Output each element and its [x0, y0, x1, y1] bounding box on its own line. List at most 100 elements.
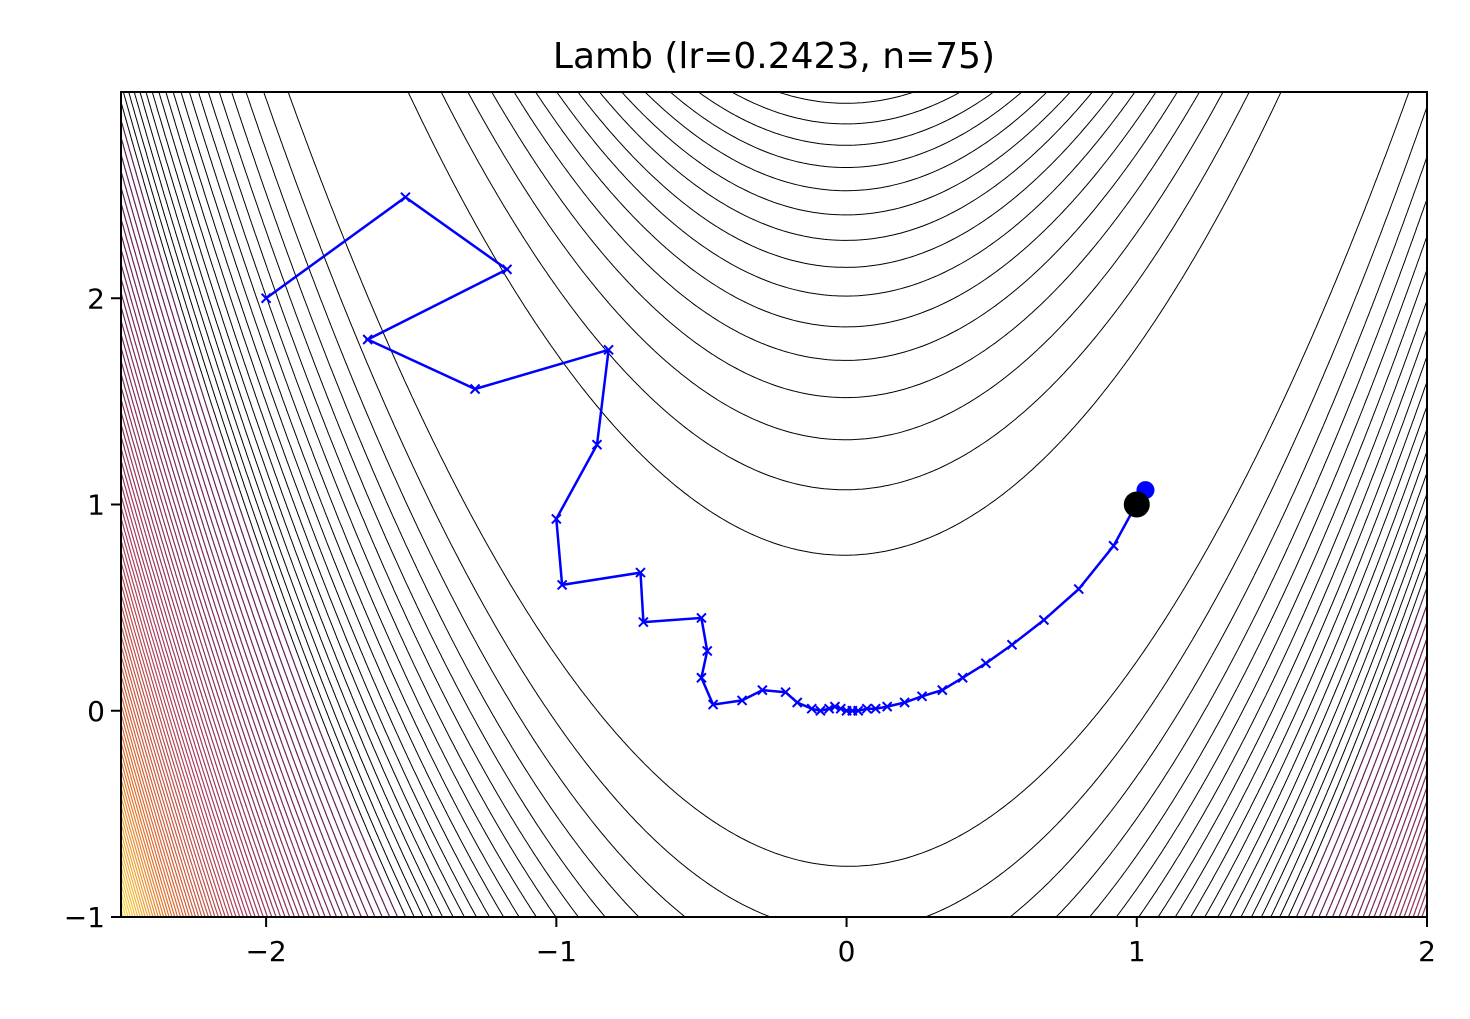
- contour-line: [207, 92, 1427, 917]
- contour-line: [121, 154, 1427, 917]
- trajectory-marker: [823, 703, 835, 714]
- trajectory-marker: [780, 686, 791, 698]
- contour-line: [121, 360, 1427, 917]
- contour-line: [121, 583, 223, 917]
- contour-line: [121, 814, 151, 917]
- trajectory-marker: [362, 334, 373, 345]
- contour-line: [121, 624, 209, 917]
- contour-line: [121, 760, 167, 917]
- trajectory-line: [265, 195, 1135, 713]
- trajectory-marker: [260, 293, 272, 304]
- contour-line: [121, 517, 245, 917]
- contour-line: [121, 645, 203, 917]
- trajectory-marker: [980, 658, 992, 669]
- contour-line: [121, 320, 1427, 917]
- trajectory-marker: [937, 684, 948, 696]
- contour-line: [121, 614, 213, 917]
- trajectory-marker: [835, 703, 846, 714]
- trajectory-marker: [899, 697, 910, 708]
- contour-line: [133, 92, 1427, 917]
- contour-line: [121, 263, 1427, 917]
- contour-line: [188, 92, 1427, 917]
- y-tick-label: 0: [87, 695, 105, 728]
- trajectory-marker: [829, 701, 841, 712]
- trajectory-marker: [638, 616, 649, 628]
- contour-line: [121, 561, 230, 917]
- contour-line: [121, 333, 1427, 917]
- contour-line: [121, 741, 173, 917]
- contour-line: [263, 92, 1427, 917]
- contour-line: [121, 723, 179, 917]
- contour-line: [121, 604, 216, 917]
- trajectory-marker: [556, 579, 568, 591]
- trajectory-marker: [957, 672, 968, 683]
- contour-line: [121, 823, 149, 917]
- contour-line: [121, 694, 188, 917]
- contour-line: [121, 347, 1427, 917]
- contour-line: [121, 539, 237, 917]
- contour-line: [121, 278, 1427, 917]
- contour-line: [121, 483, 256, 917]
- contour-line: [121, 494, 252, 917]
- contour-line: [121, 411, 1427, 917]
- trajectory-marker: [806, 703, 817, 714]
- y-tick-label: 1: [87, 489, 105, 522]
- contour-line: [121, 796, 157, 917]
- optimum-point: [1123, 491, 1150, 518]
- y-axis: −1 0 1 2: [64, 282, 121, 934]
- contour-line: [121, 858, 139, 917]
- contour-line: [121, 840, 144, 917]
- contour-line: [121, 119, 1427, 917]
- contour-line: [145, 92, 1427, 917]
- contour-line: [121, 787, 159, 917]
- contour-line: [121, 778, 162, 917]
- contour-line: [180, 92, 1427, 917]
- contour-line: [128, 92, 1427, 917]
- contour-line: [121, 448, 1427, 917]
- contour-line: [121, 900, 127, 917]
- points-layer: [1123, 481, 1155, 518]
- contour-line: [121, 593, 219, 917]
- contour-line: [121, 506, 248, 917]
- contour-line: [121, 674, 194, 917]
- contour-line: [158, 92, 1427, 917]
- contour-line: [121, 713, 182, 917]
- contour-line: [121, 891, 129, 917]
- trajectory-marker: [707, 699, 719, 710]
- trajectory-marker: [1073, 583, 1084, 595]
- contour-line: [122, 92, 1427, 917]
- x-tick-label: 1: [1128, 935, 1146, 968]
- trajectory-marker: [696, 612, 707, 624]
- contour-line: [121, 655, 200, 917]
- contour-line: [121, 634, 206, 917]
- contour-line: [121, 471, 260, 917]
- contour-line: [287, 92, 1410, 867]
- contour-line: [121, 101, 1427, 917]
- trajectory-marker: [603, 344, 614, 356]
- trajectory-marker: [757, 684, 768, 696]
- trajectory-marker: [1108, 540, 1119, 551]
- contour-line: [121, 832, 146, 917]
- trajectory-marker: [1006, 639, 1018, 650]
- contour-line: [121, 550, 233, 917]
- trajectory-marker: [916, 691, 928, 702]
- x-tick-label: −1: [536, 935, 577, 968]
- contour-line: [121, 849, 141, 917]
- contour-line: [172, 92, 1427, 917]
- y-tick-label: −1: [64, 901, 105, 934]
- trajectory-marker: [852, 705, 864, 716]
- contour-line: [165, 92, 1427, 917]
- contour-line: [245, 92, 1427, 917]
- trajectory-marker: [501, 264, 513, 275]
- contour-line: [121, 572, 226, 917]
- contour-line: [121, 373, 1427, 917]
- trajectory-marker: [469, 383, 481, 395]
- trajectory-marker: [400, 191, 411, 203]
- trajectory-marker: [696, 672, 707, 683]
- contour-line: [121, 769, 165, 917]
- contour-layer: [121, 92, 1427, 917]
- contour-line: [231, 92, 1427, 917]
- contour-line: [121, 883, 131, 917]
- trajectory-marker: [881, 701, 893, 712]
